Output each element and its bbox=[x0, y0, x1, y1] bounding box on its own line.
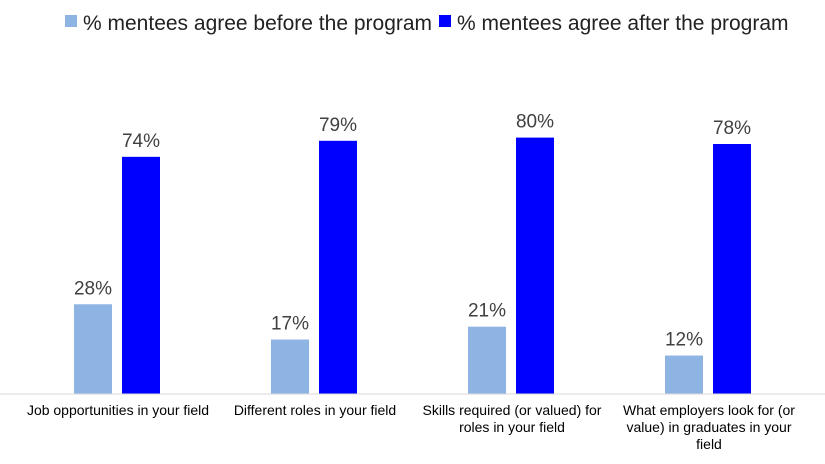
category-labels: Job opportunities in your field Different… bbox=[27, 402, 795, 452]
legend: % mentees agree before the program % ment… bbox=[65, 12, 789, 35]
bar-before-0 bbox=[74, 304, 112, 394]
legend-swatch-0 bbox=[65, 15, 77, 27]
bar-after-1 bbox=[319, 140, 357, 394]
data-label-before-2: 21% bbox=[468, 301, 506, 322]
data-label-after-2: 80% bbox=[516, 112, 554, 133]
legend-label-1: % mentees agree after the program bbox=[457, 12, 789, 35]
bar-after-0 bbox=[122, 156, 160, 394]
data-label-after-0: 74% bbox=[122, 131, 160, 152]
data-label-before-1: 17% bbox=[271, 314, 309, 335]
data-label-before-0: 28% bbox=[74, 278, 112, 299]
category-label-2: Skills required (or valued) for roles in … bbox=[423, 402, 602, 435]
category-label-3: What employers look for (or value) in gra… bbox=[623, 402, 795, 452]
data-label-before-3: 12% bbox=[665, 330, 703, 351]
bar-before-2 bbox=[468, 326, 506, 394]
data-label-after-3: 78% bbox=[713, 118, 751, 139]
legend-swatch-1 bbox=[439, 15, 451, 27]
bars: 28% 74% 17% 79% 21% 80% 12% 78% bbox=[74, 112, 751, 394]
bar-after-3 bbox=[713, 144, 751, 394]
category-label-1: Different roles in your field bbox=[234, 402, 396, 418]
bar-after-2 bbox=[516, 137, 554, 394]
bar-before-3 bbox=[665, 355, 703, 394]
category-label-0: Job opportunities in your field bbox=[27, 402, 209, 418]
bar-before-1 bbox=[271, 339, 309, 394]
data-label-after-1: 79% bbox=[319, 115, 357, 136]
legend-label-0: % mentees agree before the program bbox=[83, 12, 432, 35]
